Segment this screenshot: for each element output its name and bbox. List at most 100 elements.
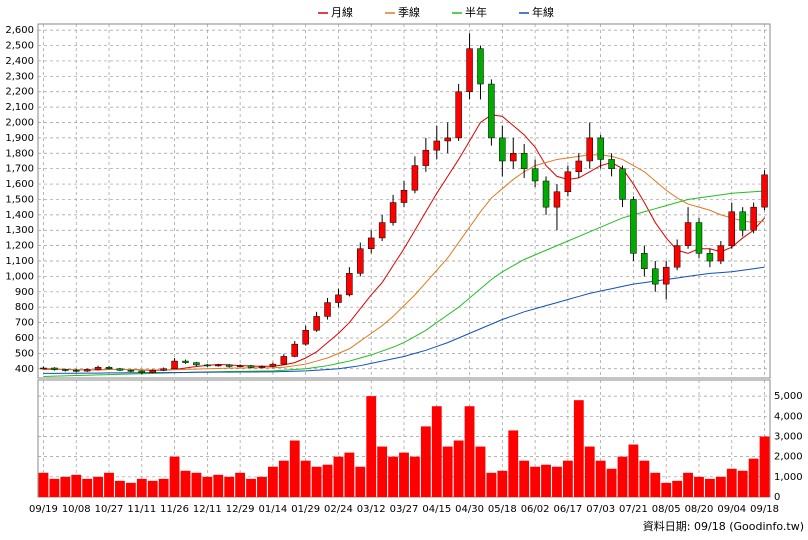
volume-bar: [333, 456, 344, 497]
candle-body: [138, 370, 146, 373]
volume-bar: [683, 472, 693, 497]
volume-bar: [715, 476, 726, 497]
volume-bar: [672, 480, 683, 497]
legend-label: 季線: [398, 5, 420, 19]
candle-body: [641, 253, 648, 269]
candle-body: [389, 202, 397, 223]
legend-label: 月線: [331, 5, 353, 19]
volume-bar: [224, 476, 235, 497]
volume-bar: [595, 460, 606, 497]
volume-bar: [431, 406, 442, 497]
legend-label: 年線: [532, 5, 554, 19]
candle-body: [510, 153, 517, 162]
candle-body: [62, 369, 69, 371]
candle-body: [94, 366, 102, 370]
y2-tick-label: 3,000: [774, 431, 803, 442]
volume-bar: [71, 474, 82, 497]
volume-bar: [541, 464, 551, 497]
y-tick-label: 2,300: [5, 71, 34, 82]
y-tick-label: 1,000: [5, 271, 34, 282]
candle-body: [215, 364, 222, 367]
candle-body: [225, 364, 233, 367]
candle-body: [378, 222, 386, 239]
volume-bar: [213, 474, 224, 497]
volume-bar: [475, 446, 486, 497]
volume-bar: [267, 466, 278, 497]
y-tick-label: 1,500: [5, 194, 34, 205]
volume-bar: [759, 436, 770, 497]
candle-body: [105, 366, 113, 370]
volume-bar: [737, 470, 748, 497]
volume-bar: [344, 452, 355, 497]
candle-body: [706, 253, 714, 262]
x-tick-label: 06/17: [553, 504, 582, 515]
candle-body: [72, 370, 80, 372]
candle-body: [553, 191, 561, 208]
candle-body: [444, 137, 451, 142]
candle-body: [597, 137, 604, 160]
x-tick-label: 06/02: [521, 504, 550, 515]
y-tick-label: 2,000: [5, 118, 34, 129]
candle-body: [182, 360, 189, 363]
volume-bar: [410, 456, 420, 497]
volume-bar: [650, 472, 661, 497]
x-tick-label: 04/30: [455, 504, 484, 515]
candle-body: [313, 316, 320, 331]
y-tick-label: 2,600: [5, 25, 34, 36]
volume-bar: [257, 476, 267, 497]
candle-body: [531, 168, 539, 182]
volume-bar: [748, 458, 759, 497]
x-tick-label: 12/11: [193, 504, 222, 515]
volume-bar: [125, 482, 136, 497]
volume-bar: [191, 472, 202, 497]
y-tick-label: 1,600: [5, 179, 34, 190]
volume-bar: [93, 476, 104, 497]
candle-body: [717, 245, 725, 262]
x-tick-label: 01/29: [291, 504, 320, 515]
y-tick-label: 2,200: [5, 87, 34, 98]
candle-body: [204, 364, 211, 367]
candle-body: [171, 360, 178, 370]
volume-bar: [104, 472, 114, 497]
volume-bar: [278, 460, 289, 497]
x-tick-label: 07/21: [619, 504, 648, 515]
candle-body: [499, 137, 506, 162]
y-tick-label: 900: [15, 287, 34, 298]
volume-bar: [388, 456, 398, 497]
volume-bar: [530, 466, 541, 497]
volume-bar: [519, 460, 530, 497]
candle-body: [127, 370, 135, 372]
volume-bar: [562, 460, 573, 497]
y-tick-label: 1,400: [5, 210, 34, 221]
y-tick-label: 700: [15, 318, 34, 329]
legend-label: 半年: [465, 5, 487, 19]
candle-body: [466, 48, 473, 92]
candle-body: [619, 168, 626, 200]
volume-bar: [639, 460, 650, 497]
candle-body: [280, 356, 288, 365]
candle-body: [160, 368, 167, 371]
y2-tick-label: 1,000: [774, 472, 803, 483]
y-tick-label: 400: [15, 364, 34, 375]
volume-bar: [60, 476, 71, 497]
candle-body: [291, 343, 298, 357]
candle-body: [83, 369, 91, 372]
x-tick-label: 11/11: [127, 504, 156, 515]
y-tick-label: 1,100: [5, 256, 34, 267]
x-tick-label: 09/04: [717, 504, 746, 515]
x-tick-label: 03/27: [390, 504, 419, 515]
candle-body: [116, 368, 124, 371]
volume-bar: [508, 430, 519, 497]
y-tick-label: 1,800: [5, 148, 34, 159]
volume-bar: [147, 480, 158, 497]
x-tick-label: 04/15: [422, 504, 451, 515]
volume-bar: [420, 426, 431, 497]
candle-body: [542, 180, 550, 208]
candle-body: [684, 222, 692, 246]
x-tick-label: 12/29: [226, 504, 255, 515]
volume-bar: [584, 446, 595, 497]
volume-bar: [464, 406, 475, 497]
volume-bar: [136, 478, 147, 497]
candle-body: [149, 370, 156, 373]
candle-body: [662, 266, 670, 285]
